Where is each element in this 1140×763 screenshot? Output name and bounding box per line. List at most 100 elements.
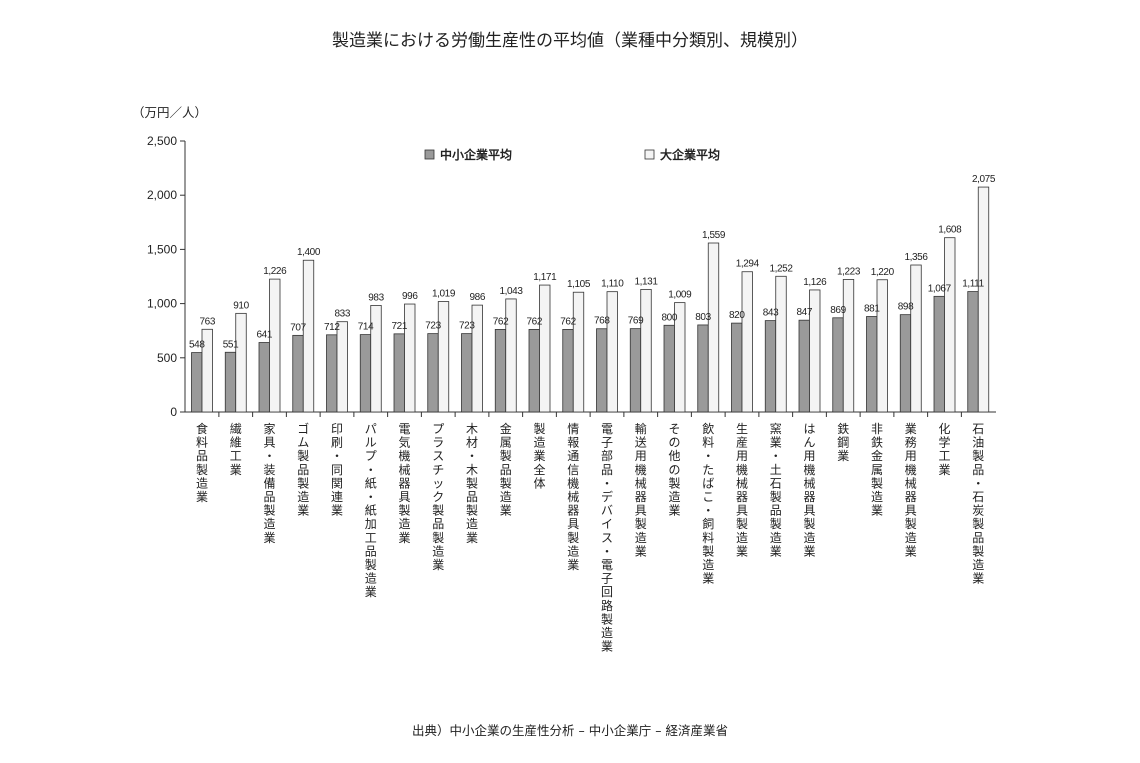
bar-sme <box>832 317 844 413</box>
bar-large <box>201 328 213 413</box>
value-label-sme: 762 <box>527 316 543 327</box>
value-label-large: 986 <box>470 292 486 303</box>
bar-sme <box>866 316 878 413</box>
bar-sme <box>393 333 405 413</box>
legend-label-sme: 中小企業平均 <box>440 147 512 162</box>
bar-sme <box>562 328 574 413</box>
value-label-large: 1,171 <box>533 272 557 283</box>
category-label: 金属製品製造業 <box>500 421 512 518</box>
bar-large <box>505 298 517 413</box>
value-label-sme: 768 <box>594 316 610 327</box>
category-label: プラスチック製品製造業 <box>432 422 444 572</box>
bar-large <box>640 288 652 413</box>
value-label-sme: 721 <box>392 321 408 332</box>
bar-large <box>876 279 888 413</box>
bar-sme <box>224 351 237 413</box>
value-label-large: 1,009 <box>668 290 692 301</box>
bar-large <box>741 271 753 413</box>
category-label: 化学工業 <box>938 422 950 477</box>
value-label-large: 1,226 <box>263 266 287 277</box>
value-label-sme: 548 <box>189 340 205 351</box>
legend-swatch-sme <box>424 149 435 160</box>
category-label: 窯業・土石製品製造業 <box>770 421 782 558</box>
y-tick-label: 0 <box>170 405 177 419</box>
source-note: 出典）中小企業の生産性分析 – 中小企業庁 – 経済産業省 <box>412 723 728 738</box>
value-label-sme: 762 <box>493 316 509 327</box>
bar-sme <box>292 334 304 413</box>
bar-series-group <box>191 186 990 417</box>
bar-sme <box>359 334 372 413</box>
bar-large <box>910 264 922 413</box>
value-label-large: 1,043 <box>499 286 523 297</box>
bar-large <box>572 291 585 413</box>
value-label-large: 1,252 <box>769 263 793 274</box>
legend-label-large: 大企業平均 <box>660 147 720 162</box>
bar-large <box>235 312 247 413</box>
category-label: 情報通信機械器具製造業 <box>567 422 579 572</box>
bar-sme <box>326 334 338 413</box>
category-label: 食料品製造業 <box>196 421 208 504</box>
bar-sme <box>427 333 439 413</box>
bar-large <box>606 291 618 413</box>
legend: 中小企業平均 大企業平均 <box>424 147 720 162</box>
category-label: パルプ・紙・紙加工品製造業 <box>365 422 377 599</box>
category-label: 電気機械器具製造業 <box>398 422 410 545</box>
category-label: 家具・装備品製造業 <box>263 421 275 545</box>
chart-title: 製造業における労働生産性の平均値（業種中分類別、規模別） <box>332 31 808 51</box>
category-label: 飲料・たばこ・飼料製造業 <box>702 421 714 586</box>
y-tick-label: 1,000 <box>147 297 177 311</box>
value-label-sme: 707 <box>290 322 306 333</box>
bar-large <box>370 305 382 413</box>
value-label-sme: 843 <box>763 308 779 319</box>
value-label-large: 2,075 <box>972 174 996 185</box>
value-label-sme: 723 <box>425 321 441 332</box>
value-label-large: 833 <box>335 309 351 320</box>
bar-large <box>471 304 483 413</box>
bar-sme <box>596 328 608 413</box>
bar-sme <box>461 333 473 413</box>
y-tick-label: 2,500 <box>147 134 177 148</box>
bar-large <box>336 321 348 413</box>
value-label-large: 763 <box>200 316 216 327</box>
value-label-large: 996 <box>402 291 418 302</box>
y-tick-label: 2,000 <box>147 188 177 202</box>
category-label: はん用機械器具製造業 <box>803 422 815 558</box>
value-label-large: 1,105 <box>567 279 591 290</box>
value-label-sme: 723 <box>459 321 475 332</box>
y-axis-ticks: 0 500 1,000 1,500 2,000 2,500 <box>147 134 185 419</box>
value-label-large: 1,110 <box>601 279 624 290</box>
category-labels-group: 食料品製造業 繊維工業 家具・装備品製造業 ゴム製品製造業 印刷・同関連業 パルプ・紙・紙… <box>196 421 984 654</box>
bar-sme <box>764 320 777 413</box>
value-label-sme: 1,111 <box>962 279 984 290</box>
value-label-large: 910 <box>233 300 249 311</box>
value-label-sme: 800 <box>662 312 678 323</box>
bar-sme <box>629 328 642 413</box>
category-label: 印刷・同関連業 <box>331 422 343 518</box>
category-label: 製造業全体 <box>533 422 545 490</box>
legend-swatch-large <box>644 149 655 160</box>
bar-large <box>674 302 686 413</box>
bar-large <box>404 303 416 413</box>
category-label: その他の製造業 <box>668 422 680 518</box>
category-label: 木材・木製品製造業 <box>466 422 478 545</box>
value-label-large: 983 <box>368 292 384 303</box>
value-label-large: 1,126 <box>803 277 827 288</box>
category-label: ゴム製品製造業 <box>297 421 309 518</box>
value-label-sme: 712 <box>324 322 340 333</box>
value-label-sme: 1,067 <box>928 283 952 294</box>
y-tick-label: 1,500 <box>147 242 177 256</box>
value-label-sme: 714 <box>358 322 374 333</box>
value-label-large: 1,559 <box>702 230 726 241</box>
category-label: 繊維工業 <box>230 422 242 477</box>
value-label-sme: 847 <box>797 307 813 318</box>
value-label-sme: 820 <box>729 310 745 321</box>
bar-sme <box>899 314 912 413</box>
y-tick-label: 500 <box>157 351 177 365</box>
value-label-sme: 769 <box>628 316 644 327</box>
bar-sme <box>191 352 203 413</box>
category-label: 輸送用機械器具製造業 <box>635 421 647 558</box>
bar-sme <box>528 328 540 413</box>
bar-large <box>539 284 551 413</box>
bar-sme <box>697 324 709 413</box>
